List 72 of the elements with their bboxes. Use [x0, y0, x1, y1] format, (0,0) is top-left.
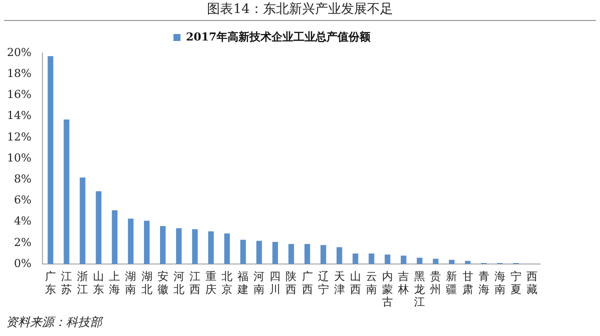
bar — [80, 178, 86, 264]
legend-label: 2017年高新技术企业工业总产值份额 — [186, 30, 372, 44]
x-tick-label: 山西 — [350, 270, 361, 296]
bar — [224, 233, 230, 264]
y-tick-label: 12% — [6, 130, 32, 144]
y-tick-label: 18% — [6, 66, 32, 80]
x-tick-label: 山东 — [93, 270, 104, 296]
x-tick-label: 江西 — [189, 270, 200, 296]
bar — [144, 220, 150, 264]
bar — [112, 210, 118, 264]
bar — [352, 254, 358, 264]
x-tick-label: 贵州 — [430, 270, 442, 296]
x-tick-label: 浙江 — [77, 270, 88, 296]
bar — [64, 119, 70, 264]
x-tick-label: 广西 — [302, 270, 313, 296]
x-tick-label: 吉林 — [397, 270, 410, 296]
bar — [464, 260, 471, 264]
x-tick-label: 湖南 — [125, 270, 136, 296]
bar — [400, 256, 406, 264]
bar — [272, 242, 278, 264]
bar — [368, 254, 374, 264]
x-tick-label: 陕西 — [286, 270, 297, 296]
y-tick-label: 4% — [14, 214, 32, 228]
x-tick-label: 河南 — [254, 270, 265, 296]
chart-title: 图表14：东北新兴产业发展不足 — [4, 0, 596, 21]
bar — [192, 229, 198, 264]
y-tick-label: 16% — [6, 88, 32, 102]
x-tick-label: 福建 — [236, 270, 249, 296]
x-tick-label: 海南 — [494, 270, 506, 296]
y-tick-label: 0% — [14, 256, 32, 270]
bar — [384, 254, 390, 264]
bar — [432, 258, 438, 264]
y-tick-label: 10% — [6, 151, 32, 164]
x-tick-label: 江苏 — [61, 270, 72, 296]
text: 资料来源：科技部 — [6, 314, 102, 331]
y-tick-label: 14% — [6, 109, 32, 122]
x-tick-label: 广东 — [44, 270, 56, 296]
x-tick-label: 西藏 — [526, 270, 538, 296]
bar — [320, 245, 326, 264]
x-tick-label: 重庆 — [205, 270, 216, 296]
x-tick-label: 安徽 — [157, 270, 168, 296]
bar — [448, 260, 455, 264]
y-tick-label: 6% — [14, 194, 32, 207]
bar — [96, 191, 102, 264]
x-tick-label: 云南 — [366, 270, 377, 296]
bar — [336, 247, 342, 264]
y-tick-label: 20% — [6, 46, 32, 59]
bar — [256, 240, 262, 264]
x-tick-label: 内蒙古 — [382, 270, 394, 309]
x-tick-label: 青海 — [478, 270, 490, 296]
bar — [416, 258, 422, 264]
x-tick-label: 北京 — [222, 270, 233, 296]
x-tick-label: 宁夏 — [510, 270, 522, 296]
bar — [48, 56, 54, 264]
x-tick-label: 辽宁 — [318, 270, 329, 296]
y-tick-label: 8% — [14, 172, 32, 186]
bar — [208, 231, 214, 264]
y-tick-label: 2% — [14, 236, 32, 249]
x-tick-label: 上海 — [109, 270, 120, 296]
x-tick-label: 黑龙江 — [414, 270, 426, 309]
x-tick-label: 天津 — [334, 270, 345, 296]
bar — [160, 226, 166, 264]
bar — [304, 244, 310, 264]
bar — [240, 240, 246, 264]
bar — [288, 244, 294, 264]
x-tick-label: 甘肃 — [462, 270, 474, 296]
x-tick-label: 四川 — [270, 270, 281, 296]
bar — [176, 228, 182, 264]
bar — [128, 218, 134, 264]
x-tick-label: 河北 — [173, 270, 184, 296]
x-tick-label: 新疆 — [446, 270, 458, 296]
x-tick-label: 湖北 — [141, 270, 152, 296]
